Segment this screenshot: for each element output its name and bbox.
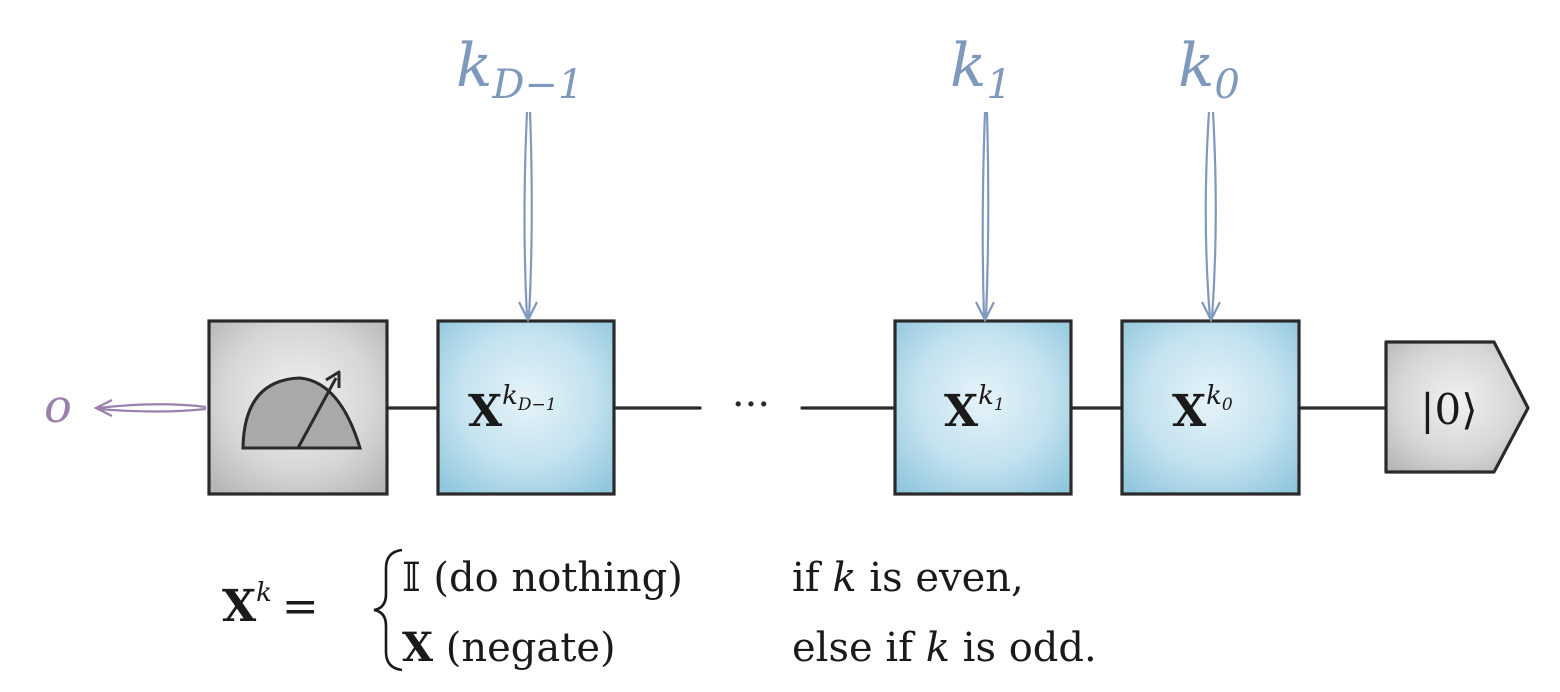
formula-case1-cond-var: k (832, 555, 856, 601)
circuit-ellipsis: ··· (732, 382, 770, 428)
formula-case1-cond-pre: if (792, 555, 832, 601)
svg-text:𝕀 (do nothing): 𝕀 (do nothing) (402, 555, 683, 601)
gate-x-k-0: Xk0 (1120, 319, 1301, 496)
gate-0-exp-sub: 0 (1222, 395, 1233, 415)
gate-1-base: X (944, 386, 979, 437)
gate-dm1-exp-sub: D−1 (517, 395, 557, 415)
gate-x-k-1: Xk1 (893, 319, 1073, 496)
state-label: |0⟩ (1420, 385, 1477, 434)
input-arrow-k-dm1 (518, 111, 538, 323)
input-label-k-1: k1 (950, 31, 1012, 108)
input-label-k-dm1: kD−1 (456, 31, 583, 108)
gate-0-exp-letter: k (1206, 381, 1222, 411)
svg-text:Xk1: Xk1 (944, 381, 1005, 437)
svg-text:Xk=: Xk = (222, 578, 319, 632)
svg-text:XkD−1: XkD−1 (468, 381, 557, 437)
input-arrow-k-0 (1201, 111, 1221, 323)
state-preparation: |0⟩ (1384, 340, 1530, 474)
state-preparation-icon (1384, 340, 1530, 474)
input-arrow-k-1 (975, 111, 995, 323)
formula-case2-symbol: X (402, 624, 433, 671)
formula-case1-cond-post: is even, (857, 555, 1024, 601)
formula-lhs-exp: k (256, 578, 272, 608)
input-label-k-0: k0 (1178, 31, 1240, 108)
formula-case2-cond-post: is odd. (950, 625, 1097, 671)
svg-text:X (negate): X (negate) (402, 624, 616, 671)
gate-x-k-dm1: XkD−1 (436, 319, 616, 496)
formula-equals: = (282, 581, 319, 632)
formula-brace (373, 548, 403, 672)
measurement-gate (207, 319, 389, 496)
definition-formula: Xk = 𝕀 (do nothing) if k is even, X (nega… (222, 548, 1097, 672)
svg-text:if k is even,: if k is even, (792, 555, 1024, 601)
formula-case1-symbol: 𝕀 (402, 555, 421, 601)
formula-case2-cond-var: k (926, 625, 950, 671)
gate-dm1-exp-letter: k (502, 381, 518, 411)
formula-case2-cond-pre: else if (792, 625, 926, 671)
svg-text:Xk0: Xk0 (1172, 381, 1233, 437)
gate-0-base: X (1172, 386, 1207, 437)
output-arrow (93, 399, 207, 417)
gate-1-exp-letter: k (978, 381, 994, 411)
formula-case2-text: (negate) (433, 625, 616, 671)
svg-text:else if k is odd.: else if k is odd. (792, 625, 1097, 671)
measurement-meter-icon (241, 370, 363, 450)
output-label: o (44, 379, 72, 433)
formula-lhs-base: X (222, 581, 257, 632)
gate-1-exp-sub: 1 (994, 395, 1005, 415)
gate-dm1-base: X (468, 386, 503, 437)
formula-case1-text: (do nothing) (421, 555, 683, 601)
